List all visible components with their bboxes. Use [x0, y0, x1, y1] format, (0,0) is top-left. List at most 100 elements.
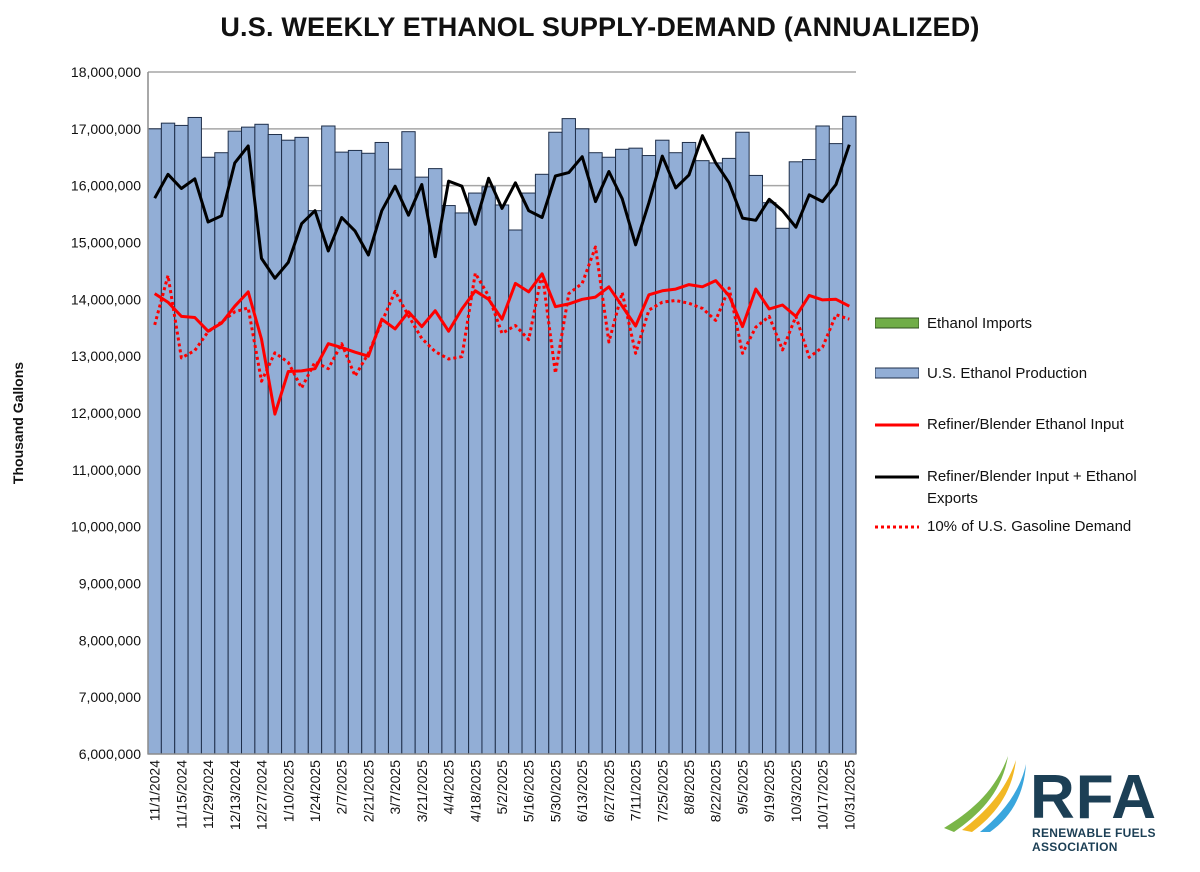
- rfa-swoosh-icon: [944, 756, 1026, 832]
- legend-label-line1: Refiner/Blender Input + Ethanol: [927, 468, 1137, 485]
- bar-production: [628, 147, 643, 755]
- bar-production: [307, 210, 323, 755]
- x-tick-label: 11/15/2024: [173, 760, 189, 829]
- bar-production: [828, 143, 844, 755]
- bar-production: [721, 157, 737, 755]
- rfa-logo: RFA RENEWABLE FUELS ASSOCIATION: [940, 752, 1190, 862]
- bar-production: [534, 173, 550, 755]
- bar-production: [187, 116, 202, 755]
- x-tick-label: 9/19/2025: [761, 760, 777, 822]
- bar-production: [441, 205, 456, 755]
- logo-subtitle-line2: ASSOCIATION: [1032, 840, 1118, 854]
- y-axis-label: Thousand Gallons: [10, 362, 26, 484]
- x-tick-label: 6/27/2025: [601, 760, 617, 822]
- x-tick-label: 11/1/2024: [147, 760, 163, 821]
- y-tick-label: 6,000,000: [79, 746, 141, 762]
- x-tick-label: 4/18/2025: [467, 760, 483, 822]
- line-refiner-blender-input-ethanol-exports: [153, 134, 851, 280]
- y-tick-label: 10,000,000: [71, 519, 141, 535]
- x-tick-label: 4/4/2025: [441, 760, 457, 815]
- bar-production: [601, 156, 617, 755]
- x-tick-label: 1/24/2025: [307, 760, 323, 822]
- bar-production: [494, 204, 510, 755]
- x-tick-label: 12/13/2024: [227, 760, 243, 830]
- bars: [147, 115, 857, 755]
- y-tick-label: 7,000,000: [79, 689, 141, 705]
- bar-production: [735, 131, 750, 755]
- bar-production: [401, 131, 416, 755]
- bar-production: [414, 176, 430, 755]
- bar-production: [267, 134, 283, 755]
- y-tick-label: 17,000,000: [71, 121, 141, 137]
- bar-production: [294, 136, 309, 755]
- bar-production: [681, 141, 697, 755]
- x-tick-label: 8/8/2025: [681, 760, 697, 815]
- legend-swatch-refiner-icon: [875, 423, 919, 427]
- bar-production: [574, 128, 590, 755]
- x-tick-label: 5/2/2025: [494, 760, 510, 815]
- x-tick-label: 3/7/2025: [387, 760, 403, 815]
- bar-production: [321, 125, 336, 755]
- x-tick-label: 1/10/2025: [280, 760, 296, 822]
- legend-label: Refiner/Blender Input + Ethanol Exports: [927, 466, 1137, 510]
- legend-label: U.S. Ethanol Production: [927, 365, 1088, 382]
- y-tick-label: 8,000,000: [79, 632, 141, 648]
- x-tick-label: 10/17/2025: [815, 760, 831, 830]
- bar-production: [748, 174, 763, 755]
- bar-production: [281, 139, 296, 755]
- x-tick-label: 7/25/2025: [654, 760, 670, 822]
- bar-production: [842, 115, 857, 755]
- x-tick-label: 10/31/2025: [841, 760, 857, 830]
- bar-production: [615, 148, 630, 755]
- y-tick-label: 15,000,000: [71, 235, 141, 251]
- bar-production: [481, 186, 496, 755]
- bar-production: [160, 122, 176, 755]
- bar-production: [548, 131, 563, 755]
- logo-subtitle-line1: RENEWABLE FUELS: [1032, 826, 1156, 840]
- x-tick-label: 6/13/2025: [574, 760, 590, 822]
- y-tick-label: 11,000,000: [72, 462, 141, 478]
- bar-production: [227, 130, 243, 755]
- bar-production: [214, 152, 229, 755]
- x-tick-label: 5/16/2025: [521, 760, 537, 822]
- x-tick-label: 12/27/2024: [254, 760, 270, 830]
- bar-production: [708, 162, 723, 755]
- x-tick-label: 5/30/2025: [547, 760, 563, 822]
- bar-production: [788, 161, 804, 755]
- bar-production: [200, 156, 216, 755]
- legend-swatch-exports-icon: [875, 475, 919, 479]
- y-tick-label: 9,000,000: [79, 576, 141, 592]
- bar-production: [174, 124, 189, 755]
- y-tick-label: 14,000,000: [71, 291, 141, 307]
- bar-production: [374, 141, 389, 755]
- bar-production: [147, 128, 162, 755]
- bar-production: [468, 192, 483, 755]
- x-tick-label: 8/22/2025: [708, 760, 724, 822]
- bar-production: [561, 118, 576, 755]
- bar-production: [761, 202, 777, 755]
- y-tick-label: 13,000,000: [71, 348, 141, 364]
- x-tick-label: 2/7/2025: [334, 760, 350, 815]
- legend-swatch-gasoline-icon: [875, 525, 919, 529]
- bar-production: [521, 192, 536, 755]
- legend-label-line2: Exports: [927, 490, 978, 507]
- y-tick-label: 16,000,000: [71, 178, 141, 194]
- bar-production: [334, 151, 349, 755]
- chart-title: U.S. WEEKLY ETHANOL SUPPLY-DEMAND (ANNUA…: [220, 12, 980, 42]
- legend-label: Ethanol Imports: [927, 315, 1033, 332]
- bar-production: [508, 229, 523, 755]
- bar-production: [802, 159, 817, 755]
- legend-label: Refiner/Blender Ethanol Input: [927, 416, 1124, 433]
- x-tick-label: 3/21/2025: [414, 760, 430, 822]
- bar-production: [668, 152, 683, 755]
- bar-production: [588, 152, 603, 755]
- bar-production: [655, 139, 670, 755]
- legend-swatch-production-icon: [875, 367, 919, 379]
- bar-production: [387, 168, 403, 755]
- x-tick-label: 7/11/2025: [628, 760, 644, 821]
- series-lines: [153, 134, 851, 416]
- x-tick-label: 2/21/2025: [360, 760, 376, 822]
- y-tick-label: 18,000,000: [71, 64, 141, 80]
- legend-swatch-imports-icon: [875, 317, 919, 329]
